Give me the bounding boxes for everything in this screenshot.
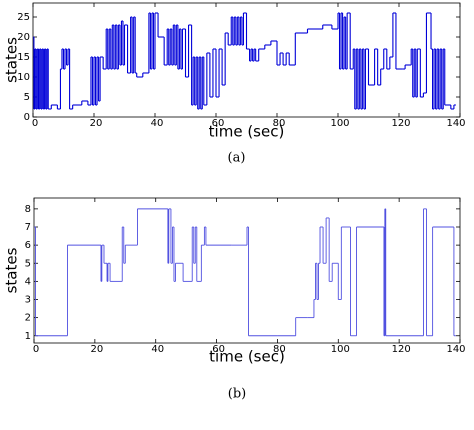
- x-tick-label: 120: [392, 344, 411, 355]
- step-transitions: [33, 13, 455, 109]
- y-tick-label: 4: [25, 276, 31, 287]
- y-tick-label: 10: [17, 72, 30, 83]
- x-axis-label: time (sec): [209, 123, 285, 141]
- caption: (b): [228, 387, 246, 402]
- plot-frame: [32, 2, 461, 118]
- x-tick-label: 60: [212, 118, 225, 129]
- y-tick-label: 5: [25, 258, 31, 269]
- y-tick-label: 20: [17, 32, 30, 43]
- x-tick-label: 40: [151, 344, 164, 355]
- step-transitions: [35, 208, 455, 336]
- x-tick-label: 140: [446, 118, 465, 129]
- x-tick-label: 0: [33, 344, 39, 355]
- y-tick-label: 1: [25, 331, 31, 342]
- y-tick-label: 6: [25, 240, 31, 251]
- y-tick-label: 5: [24, 92, 30, 103]
- x-tick-label: 100: [330, 118, 349, 129]
- caption: (a): [228, 151, 246, 166]
- x-tick-label: 80: [273, 118, 286, 129]
- y-tick-label: 8: [25, 204, 31, 215]
- plot-frame: [33, 197, 461, 344]
- y-tick-label: 3: [25, 295, 31, 306]
- x-tick-label: 40: [151, 118, 164, 129]
- x-axis-label: time (sec): [209, 348, 285, 366]
- y-tick-label: 7: [25, 222, 31, 233]
- x-tick-label: 20: [90, 118, 103, 129]
- x-tick-label: 0: [32, 118, 38, 129]
- y-tick-label: 25: [17, 12, 30, 23]
- x-tick-label: 100: [331, 344, 350, 355]
- x-tick-label: 140: [446, 344, 465, 355]
- x-tick-label: 20: [90, 344, 103, 355]
- y-tick-label: 15: [17, 52, 30, 63]
- x-tick-label: 60: [212, 344, 225, 355]
- y-tick-label: 0: [24, 112, 30, 123]
- y-axis-label: states: [3, 37, 21, 83]
- x-tick-label: 120: [391, 118, 410, 129]
- y-tick-label: 2: [25, 313, 31, 324]
- y-axis-label: states: [3, 247, 21, 293]
- x-tick-label: 80: [273, 344, 286, 355]
